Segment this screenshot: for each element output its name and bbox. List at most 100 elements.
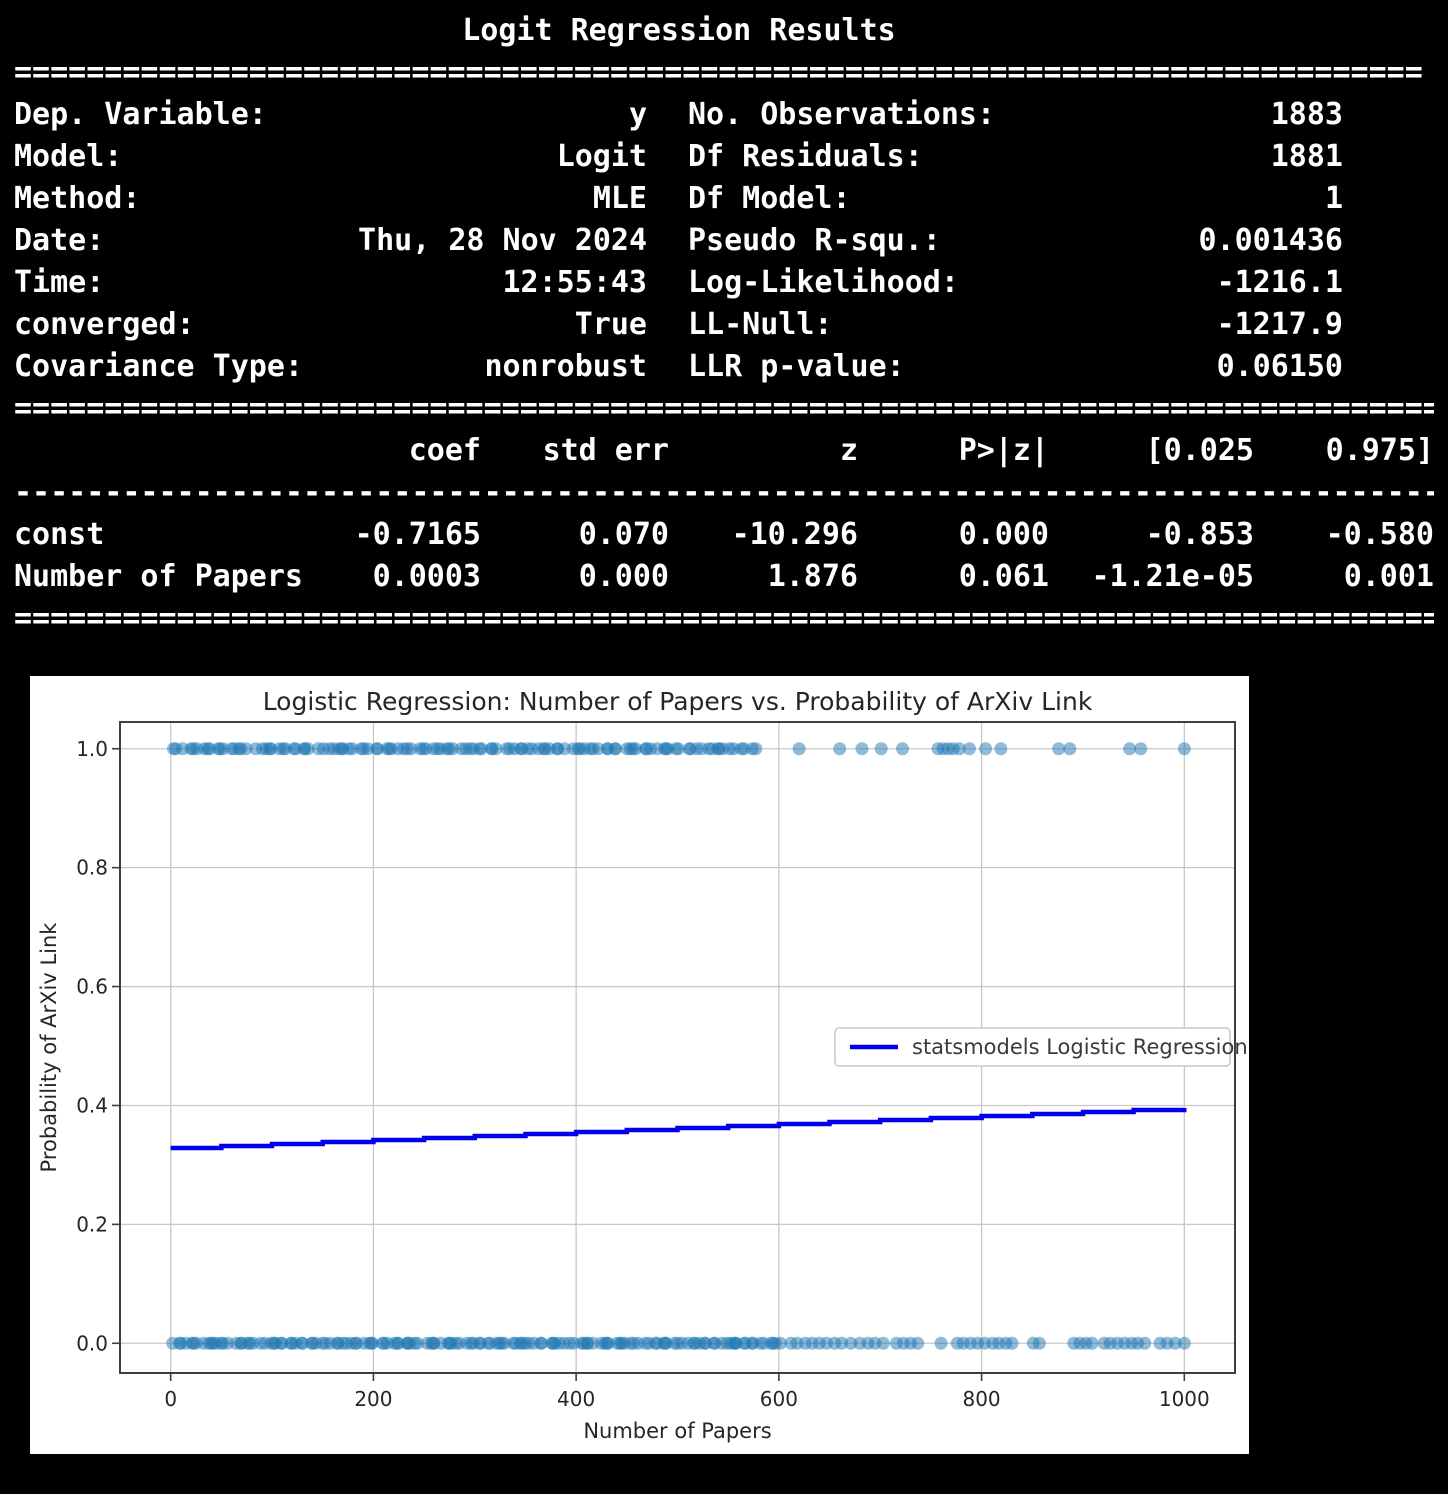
scatter-point (371, 742, 385, 756)
info-pane-right: Df Residuals: 1881 (688, 136, 1343, 178)
info-pane-left: Model: Logit (14, 136, 647, 178)
scatter-point (835, 1336, 849, 1350)
info-value: 1 (1324, 181, 1343, 216)
info-value: y (628, 97, 647, 132)
scatter-point (952, 742, 966, 756)
scatter-point (1177, 742, 1191, 756)
scatter-point (1005, 1336, 1019, 1350)
coef-header-cell: 0.975] (1325, 433, 1434, 468)
scatter-point (489, 742, 503, 756)
info-value: True (574, 307, 647, 342)
coef-value-cell: -1.21e-05 (1091, 559, 1254, 594)
coef-header-row: coef std err z P>|z| [0.025 0.975] (14, 430, 1434, 472)
legend-box (834, 1027, 1231, 1067)
scatter-point (833, 742, 847, 756)
scatter-point (201, 742, 215, 756)
scatter-point (792, 742, 806, 756)
x-tick-label: 600 (760, 1387, 798, 1411)
scatter-point (1052, 742, 1066, 756)
info-value: 1881 (1270, 139, 1343, 174)
scatter-point (1177, 1336, 1191, 1350)
dash-rule: ----------------------------------------… (14, 475, 1434, 510)
info-label: Df Model: (688, 181, 851, 216)
y-tick-label: 1.0 (76, 737, 108, 761)
y-tick-label: 0.2 (76, 1212, 108, 1236)
info-value: 12:55:43 (502, 265, 648, 300)
chart-svg: 0 200 400 600 800 1000 0.0 0.2 0.4 0.6 0.8 1.0 Logis… (37, 687, 1248, 1443)
coef-value-cell: -0.7165 (354, 517, 481, 552)
scatter-point (345, 742, 359, 756)
coef-row-name: const (14, 517, 105, 552)
scatter-point (698, 1336, 712, 1350)
regression-summary: Logit Regression Results ===============… (0, 10, 1448, 640)
info-pane-left: Dep. Variable: y (14, 94, 647, 136)
summary-info-row: Dep. Variable: y No. Observations: 1883 (14, 94, 1434, 136)
x-tick-label: 800 (962, 1387, 1000, 1411)
scatter-point (874, 742, 888, 756)
scatter-point (535, 1336, 549, 1350)
info-label: Df Residuals: (688, 139, 923, 174)
scatter-point (498, 1336, 512, 1350)
info-label: No. Observations: (688, 97, 996, 132)
info-value: Thu, 28 Nov 2024 (358, 223, 647, 258)
y-axis-label: Probability of ArXiv Link (37, 922, 61, 1173)
scatter-point (1085, 1336, 1099, 1350)
summary-info-row: Time: 12:55:43 Log-Likelihood: -1216.1 (14, 262, 1434, 304)
info-label: Method: (14, 181, 141, 216)
scatter-point (301, 742, 315, 756)
info-value: 0.001436 (1198, 223, 1344, 258)
scatter-point (1063, 742, 1077, 756)
coef-header-cell: std err (542, 433, 669, 468)
info-pane-left: Method: MLE (14, 178, 647, 220)
summary-info-row: Date: Thu, 28 Nov 2024 Pseudo R-squ.: 0.… (14, 220, 1434, 262)
y-tick-label: 0.0 (76, 1331, 108, 1355)
coef-value-cell: 0.001 (1343, 559, 1434, 594)
coef-value-cell: -10.296 (731, 517, 858, 552)
info-label: Dep. Variable: (14, 97, 267, 132)
scatter-point (911, 1336, 925, 1350)
scatter-point (1138, 1336, 1152, 1350)
scatter-point (390, 1336, 404, 1350)
info-value: nonrobust (484, 349, 647, 384)
coef-row: const -0.7165 0.070 -10.296 0.000 -0.853 -0.5… (14, 514, 1434, 556)
x-axis-label: Number of Papers (583, 1419, 771, 1443)
summary-info-row: Covariance Type: nonrobust LLR p-value: … (14, 346, 1434, 388)
scatter-point (979, 742, 993, 756)
scatter-point (1134, 742, 1148, 756)
summary-title: Logit Regression Results (462, 13, 896, 48)
coef-value-cell: -0.580 (1325, 517, 1434, 552)
coef-value-cell: 0.000 (578, 559, 669, 594)
scatter-point (474, 742, 488, 756)
info-value: -1217.9 (1216, 307, 1343, 342)
x-tick-label: 0 (164, 1387, 177, 1411)
info-label: LLR p-value: (688, 349, 905, 384)
scatter-point (287, 742, 301, 756)
equals-rule-wide: ========================================… (14, 391, 1434, 426)
info-pane-left: Time: 12:55:43 (14, 262, 647, 304)
scatter-point (934, 1336, 948, 1350)
scatter-point (365, 1336, 379, 1350)
axes-spines (119, 721, 1236, 1374)
info-label: Date: (14, 223, 105, 258)
info-label: Time: (14, 265, 105, 300)
scatter-point (876, 1336, 890, 1350)
regression-line (170, 1107, 1187, 1151)
info-label: Covariance Type: (14, 349, 303, 384)
scatter-point (749, 742, 763, 756)
coef-value-cell: 0.000 (958, 517, 1049, 552)
scatter-point (263, 742, 277, 756)
y-tick-label: 0.6 (76, 975, 108, 999)
x-tick-label: 400 (557, 1387, 595, 1411)
scatter-point (601, 1336, 615, 1350)
info-pane-left: Date: Thu, 28 Nov 2024 (14, 220, 647, 262)
coef-table-body: const -0.7165 0.070 -10.296 0.000 -0.853 -0.5… (14, 514, 1434, 598)
scatter-point (295, 1336, 309, 1350)
summary-info-row: converged: True LL-Null: -1217.9 (14, 304, 1434, 346)
scatter-point (671, 742, 685, 756)
coef-header-spacer (14, 430, 304, 472)
info-pane-right: Log-Likelihood: -1216.1 (688, 262, 1343, 304)
info-value: -1216.1 (1216, 265, 1343, 300)
y-tick-label: 0.8 (76, 856, 108, 880)
y-tick-label: 0.4 (76, 1093, 108, 1117)
